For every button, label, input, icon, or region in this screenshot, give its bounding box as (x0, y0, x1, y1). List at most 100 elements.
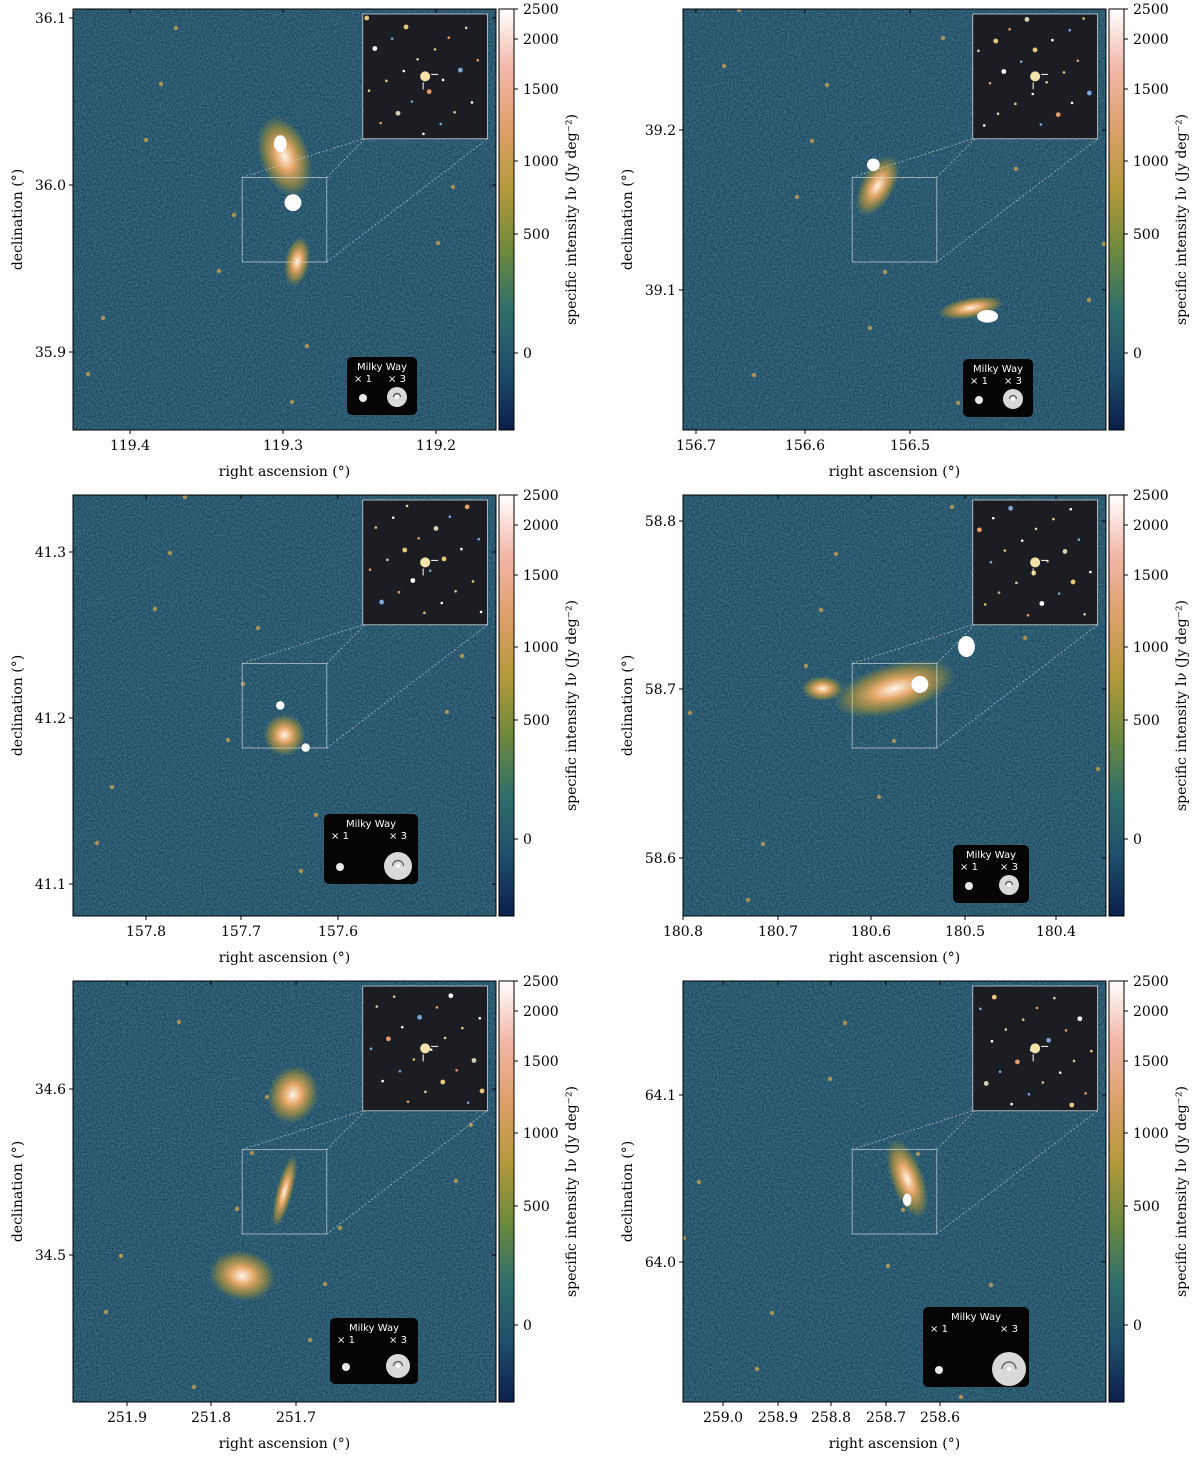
y-tick-label: 36.0 (35, 178, 66, 194)
y-tick-label: 39.1 (645, 283, 676, 299)
y-axis-label: declination (°) (10, 1141, 26, 1242)
x-tick-label: 251.7 (276, 1410, 316, 1426)
colorbar: 0 500 1000 1500 2000 2500 specific intensity I… (498, 974, 580, 1403)
colorbar-tick-label: 1500 (1133, 568, 1169, 584)
milky-way-legend: Milky Way× 1 × 3 (324, 814, 418, 884)
colorbar-tick-label: 1000 (523, 1126, 559, 1142)
milky-way-legend: Milky Way× 1 × 3 (347, 357, 417, 415)
colorbar-tick-label: 500 (523, 713, 550, 729)
zoom-box (241, 176, 328, 263)
x-tick-label: 119.3 (263, 438, 303, 454)
colorbar-tick-label: 1500 (523, 568, 559, 584)
legend-scale-large: × 3 (1000, 862, 1018, 873)
x-tick-label: 180.4 (1036, 924, 1076, 940)
colorbar-tick-label: 0 (1133, 1318, 1142, 1334)
colorbar-tick-label: 2500 (1133, 488, 1169, 504)
y-axis-label: declination (°) (10, 169, 26, 270)
radio-image: Milky Way× 1 × 3 (683, 495, 1106, 916)
panel-p6: Milky Way × 1 × 3 259.0 258.9 258.8 258.7 258.6… (610, 972, 1200, 1458)
y-axis-label: declination (°) (620, 655, 636, 756)
y-tick-label: 34.6 (35, 1082, 66, 1098)
colorbar-tick-label: 1000 (1133, 640, 1169, 656)
colorbar-tick-label: 2000 (523, 1004, 559, 1020)
x-tick-label: 251.9 (107, 1410, 147, 1426)
x-tick-label: 156.7 (676, 438, 716, 454)
legend-title: Milky Way (951, 1312, 1001, 1323)
legend-scale-small: × 1 (960, 862, 978, 873)
milky-way-small-icon (359, 394, 367, 402)
x-axis-label: right ascension (°) (219, 1436, 350, 1452)
colorbar-tick-label: 2500 (523, 974, 559, 990)
y-tick-label: 41.2 (35, 711, 66, 727)
y-tick-label: 39.2 (645, 123, 676, 139)
legend-scale-small: × 1 (337, 1335, 355, 1346)
legend-scale-small: × 1 (354, 374, 372, 385)
x-tick-label: 119.2 (416, 438, 456, 454)
legend-scale-small: × 1 (930, 1324, 948, 1335)
colorbar-tick-label: 500 (1133, 713, 1160, 729)
colorbar: 0 500 1000 1500 2000 2500 specific intensity I… (498, 2, 580, 431)
panel-plot: Milky Way× 1 × 3 156.7 156.6 156.5 39.1 39.2 ri… (620, 2, 1190, 480)
x-tick-label: 157.8 (126, 924, 166, 940)
milky-way-small-icon (935, 1366, 943, 1374)
optical-inset (972, 13, 1098, 140)
colorbar: 0 500 1000 1500 2000 2500 specific intensity I… (1108, 488, 1190, 917)
radio-image: Milky Way× 1 × 3 (73, 495, 496, 916)
milky-way-small-icon (965, 882, 973, 890)
x-tick-label: 258.9 (758, 1410, 798, 1426)
colorbar-tick-label: 500 (523, 1199, 550, 1215)
panel-p1: Milky Way × 1 × 3 119.4 119.3 119.2 35.9 36.0 36… (0, 0, 600, 486)
colorbar-tick-label: 500 (523, 227, 550, 243)
x-tick-label: 258.7 (866, 1410, 906, 1426)
radio-image: Milky Way× 1 × 3 (73, 981, 496, 1402)
colorbar-tick-label: 1500 (1133, 1054, 1169, 1070)
x-tick-label: 258.8 (811, 1410, 851, 1426)
colorbar-tick-label: 2500 (523, 488, 559, 504)
optical-inset (972, 985, 1098, 1112)
legend-title: Milky Way (346, 819, 396, 830)
colorbar-tick-label: 0 (523, 832, 532, 848)
colorbar-tick-label: 1500 (1133, 82, 1169, 98)
y-tick-label: 58.8 (645, 514, 676, 530)
panel-plot: Milky Way× 1 × 3 251.9 251.8 251.7 34.5 34.6 ri… (10, 974, 580, 1452)
legend-title: Milky Way (357, 362, 407, 373)
optical-inset (972, 499, 1098, 626)
x-tick-label: 156.6 (785, 438, 825, 454)
colorbar-tick-label: 1000 (1133, 154, 1169, 170)
milky-way-small-icon (975, 396, 983, 404)
colorbar-tick-label: 1500 (523, 1054, 559, 1070)
y-tick-label: 58.7 (645, 682, 676, 698)
x-axis-label: right ascension (°) (829, 950, 960, 966)
legend-scale-large: × 3 (1000, 1324, 1018, 1335)
colorbar-tick-label: 2000 (523, 32, 559, 48)
panel-plot: Milky Way× 1 × 3 157.8 157.7 157.6 41.1 41.2 41… (10, 488, 580, 966)
panel-plot: Milky Way× 1 × 3 259.0 258.9 258.8 258.7 258.6… (620, 974, 1190, 1452)
x-axis-label: right ascension (°) (219, 950, 350, 966)
colorbar-tick-label: 2000 (1133, 32, 1169, 48)
colorbar-tick-label: 2500 (1133, 974, 1169, 990)
colorbar-tick-label: 500 (1133, 1199, 1160, 1215)
legend-title: Milky Way (349, 1323, 399, 1334)
colorbar-tick-label: 0 (1133, 346, 1142, 362)
zoom-box (241, 662, 328, 749)
colorbar-tick-label: 1500 (523, 82, 559, 98)
x-tick-label: 258.6 (920, 1410, 960, 1426)
zoom-box (241, 1148, 328, 1235)
panel-p5: Milky Way × 1 × 3 251.9 251.8 251.7 34.5 34.6 ri… (0, 972, 600, 1458)
radio-image: Milky Way× 1 × 3 (683, 981, 1106, 1402)
colorbar-tick-label: 0 (523, 346, 532, 362)
x-tick-label: 251.8 (191, 1410, 231, 1426)
legend-scale-small: × 1 (331, 831, 349, 842)
x-tick-label: 119.4 (110, 438, 150, 454)
y-tick-label: 58.6 (645, 851, 676, 867)
y-axis-label: declination (°) (10, 655, 26, 756)
radio-image: Milky Way× 1 × 3 (683, 9, 1106, 430)
colorbar-tick-label: 500 (1133, 227, 1160, 243)
x-axis-label: right ascension (°) (829, 464, 960, 480)
legend-scale-large: × 3 (389, 1335, 407, 1346)
colorbar-tick-label: 2000 (523, 518, 559, 534)
colorbar-tick-label: 1000 (523, 640, 559, 656)
colorbar-tick-label: 2500 (523, 2, 559, 18)
colorbar-tick-label: 1000 (1133, 1126, 1169, 1142)
legend-scale-small: × 1 (970, 376, 988, 387)
